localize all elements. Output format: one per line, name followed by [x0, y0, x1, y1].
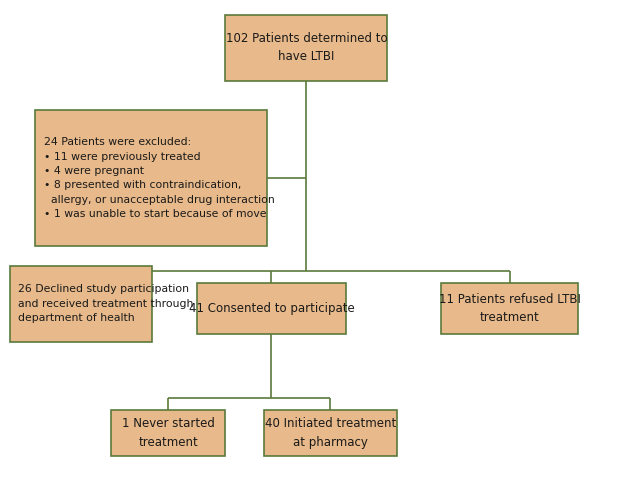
FancyBboxPatch shape [264, 410, 397, 456]
FancyBboxPatch shape [35, 110, 267, 246]
Text: 102 Patients determined to
have LTBI: 102 Patients determined to have LTBI [225, 32, 387, 63]
Text: 40 Initiated treatment
at pharmacy: 40 Initiated treatment at pharmacy [265, 417, 396, 449]
FancyBboxPatch shape [225, 15, 387, 81]
Text: 26 Declined study participation
and received treatment through
department of hea: 26 Declined study participation and rece… [18, 285, 194, 323]
FancyBboxPatch shape [111, 410, 225, 456]
Text: 41 Consented to participate: 41 Consented to participate [189, 302, 354, 315]
FancyBboxPatch shape [10, 266, 152, 342]
Text: 1 Never started
treatment: 1 Never started treatment [122, 417, 215, 449]
Text: 11 Patients refused LTBI
treatment: 11 Patients refused LTBI treatment [439, 293, 580, 325]
FancyBboxPatch shape [441, 283, 578, 334]
Text: 24 Patients were excluded:
• 11 were previously treated
• 4 were pregnant
• 8 pr: 24 Patients were excluded: • 11 were pre… [44, 137, 274, 219]
FancyBboxPatch shape [197, 283, 346, 334]
